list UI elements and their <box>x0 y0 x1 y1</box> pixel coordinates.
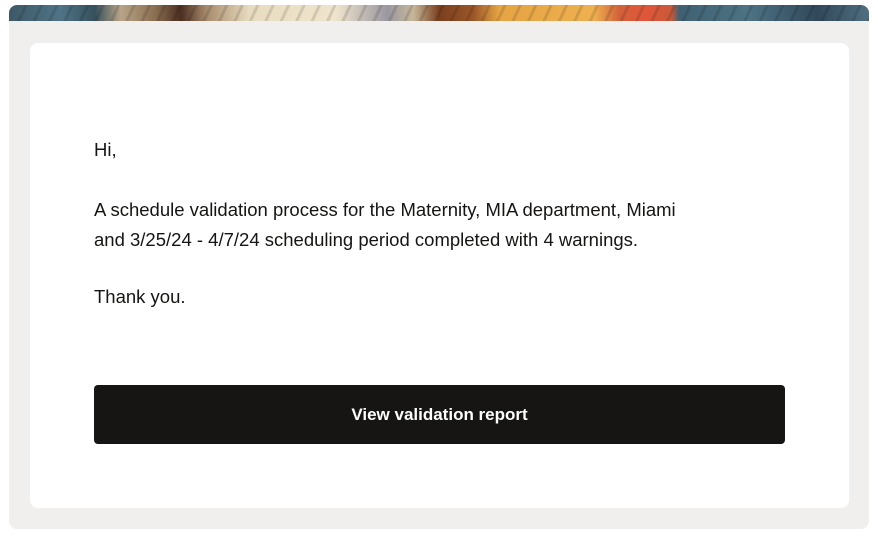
greeting: Hi, <box>94 139 117 160</box>
message-line-1: A schedule validation process for the Ma… <box>94 199 676 220</box>
email-card: Hi, A schedule validation process for th… <box>30 43 849 508</box>
closing: Thank you. <box>94 286 186 307</box>
decorative-banner <box>9 5 869 21</box>
view-validation-report-button[interactable]: View validation report <box>94 385 785 444</box>
message-line-2: and 3/25/24 - 4/7/24 scheduling period c… <box>94 229 639 250</box>
banner-texture <box>9 5 869 21</box>
